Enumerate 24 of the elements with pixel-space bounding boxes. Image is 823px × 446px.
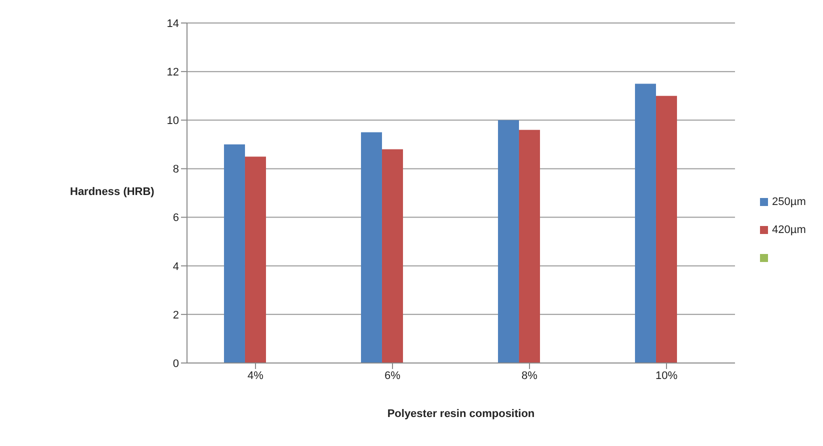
bar <box>656 96 677 363</box>
y-tick-label: 0 <box>172 358 179 370</box>
x-tick-label: 10% <box>655 370 678 382</box>
x-axis-title: Polyester resin composition <box>386 408 536 420</box>
y-tick-label: 10 <box>166 115 179 128</box>
y-tick-label: 4 <box>172 260 179 273</box>
bar <box>634 84 656 363</box>
y-axis-title: Hardness (HRB) <box>70 186 154 198</box>
bar <box>518 130 540 363</box>
y-tick-label: 14 <box>166 18 179 30</box>
bar <box>498 120 519 363</box>
y-tick-label: 6 <box>172 212 179 224</box>
bar <box>224 144 245 363</box>
y-tick-label: 12 <box>166 66 179 78</box>
x-tick-label: 4% <box>248 370 264 382</box>
bar <box>360 132 382 363</box>
bar <box>382 149 403 363</box>
y-tick-label: 2 <box>172 309 179 322</box>
x-tick-label: 8% <box>522 370 538 382</box>
legend-label: 420µm <box>772 224 806 236</box>
bar <box>244 156 266 363</box>
x-tick-label: 6% <box>384 370 401 382</box>
y-tick-label: 8 <box>172 164 179 176</box>
legend-label: 250µm <box>772 196 806 208</box>
